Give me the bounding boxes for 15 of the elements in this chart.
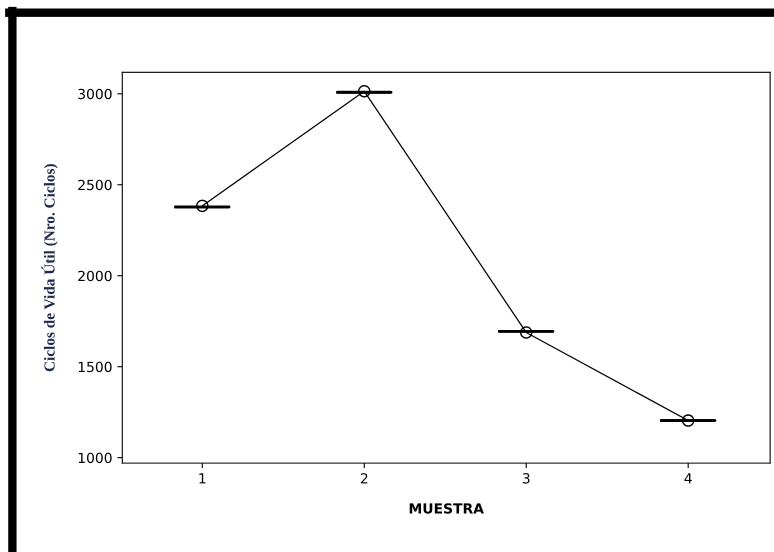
y-tick-label: 1000 bbox=[78, 452, 112, 464]
x-tick-label: 3 bbox=[522, 473, 530, 484]
point bbox=[358, 84, 371, 98]
y-axis-title: Ciclos de Vida Útil (Nro. Ciclos) bbox=[41, 164, 58, 372]
point bbox=[196, 200, 209, 212]
y-tick-label: 3000 bbox=[78, 88, 112, 100]
y-tick-label: 1500 bbox=[78, 362, 112, 372]
x-tick-label: 4 bbox=[684, 473, 692, 484]
y-tick-label: 2000 bbox=[78, 270, 112, 282]
x-tick-label: 2 bbox=[360, 473, 368, 484]
y-tick-label: 2500 bbox=[78, 180, 112, 190]
x-axis-title: MUESTRA bbox=[410, 503, 484, 514]
x-tick-label: 1 bbox=[199, 473, 206, 484]
point bbox=[682, 414, 694, 427]
point bbox=[520, 326, 532, 339]
